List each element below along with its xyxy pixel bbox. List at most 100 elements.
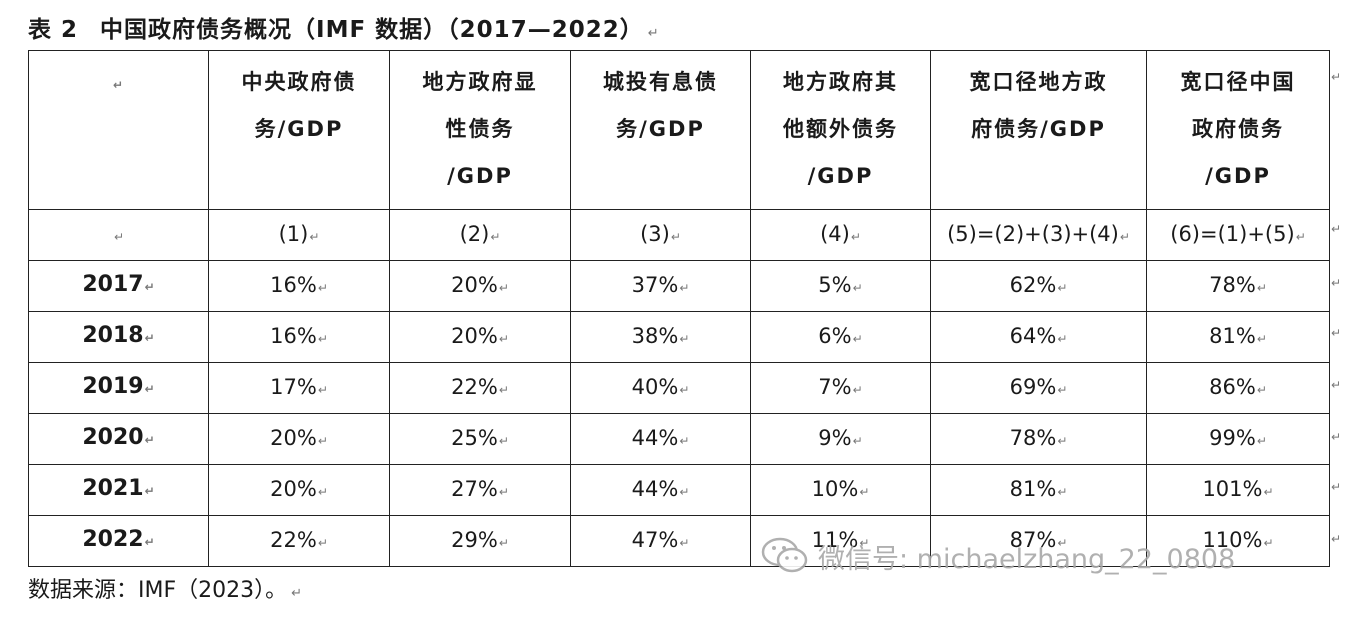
table-row: 2022↵ 22%↵ 29%↵ 47%↵ 11%↵ 87%↵ 110%↵: [28, 515, 1330, 567]
cell-mark-icon: ↵: [1256, 433, 1267, 448]
cell-mark-icon: ↵: [317, 382, 328, 397]
data-source-note: 数据来源：IMF（2023）。 ↵: [28, 578, 303, 603]
value-cell: 22%↵: [208, 515, 390, 567]
value-cell: 44%↵: [570, 413, 751, 465]
cell-mark-icon: ↵: [317, 484, 328, 499]
cell-mark-icon: ↵: [144, 484, 155, 498]
cell-mark-icon: ↵: [144, 382, 155, 396]
table-row: 2018↵ 16%↵ 20%↵ 38%↵ 6%↵ 64%↵ 81%↵: [28, 311, 1330, 363]
value-cell: 25%↵: [389, 413, 571, 465]
header-cell: 地方政府其 他额外债务/GDP: [750, 50, 931, 210]
table-row: 2017↵ 16%↵ 20%↵ 37%↵ 5%↵ 62%↵ 78%↵: [28, 260, 1330, 312]
value-cell: 69%↵: [930, 362, 1147, 414]
cell-mark-icon: ↵: [144, 280, 155, 294]
value-cell: 16%↵: [208, 311, 390, 363]
value-cell: 78%↵: [930, 413, 1147, 465]
cell-mark-icon: ↵: [1295, 229, 1306, 244]
header-line: 政府债务: [1192, 117, 1284, 141]
header-cell-empty: ↵: [28, 50, 209, 210]
year-cell: 2020↵: [28, 413, 209, 465]
row-end-mark-icon: ↵: [1331, 480, 1342, 494]
table-number: 表 2: [28, 17, 79, 43]
value-cell: 20%↵: [389, 260, 571, 312]
cell-mark-icon: ↵: [498, 331, 509, 346]
row-end-mark-icon: ↵: [1331, 326, 1342, 340]
value-cell: 37%↵: [570, 260, 751, 312]
header-row: ↵ 中央政府债 务/GDP 地方政府显 性债务/GDP 城投有息债 务/GDP 地方政府其 他额…: [28, 50, 1330, 210]
cell-mark-icon: ↵: [1057, 331, 1068, 346]
paragraph-mark-icon: ↵: [291, 586, 303, 601]
value-cell: 20%↵: [208, 464, 390, 516]
index-cell: (4)↵: [750, 209, 931, 261]
cell-mark-icon: ↵: [852, 433, 863, 448]
header-line: 府债务/GDP: [971, 117, 1106, 141]
header-cell: 地方政府显性债务/GDP: [389, 50, 571, 210]
header-line: 宽口径中国: [1180, 70, 1296, 94]
cell-mark-icon: ↵: [1256, 382, 1267, 397]
header-cell: 城投有息债 务/GDP: [570, 50, 751, 210]
value-cell: 40%↵: [570, 362, 751, 414]
header-line: 务/GDP: [254, 117, 344, 141]
value-cell: 17%↵: [208, 362, 390, 414]
value-cell: 38%↵: [570, 311, 751, 363]
header-cell: 宽口径中国 政府债务/GDP: [1146, 50, 1330, 210]
cell-mark-icon: ↵: [498, 280, 509, 295]
cell-mark-icon: ↵: [852, 280, 863, 295]
cell-mark-icon: ↵: [1256, 331, 1267, 346]
value-cell: 101%↵: [1146, 464, 1330, 516]
table-row: 2020↵ 20%↵ 25%↵ 44%↵ 9%↵ 78%↵ 99%↵: [28, 413, 1330, 465]
year-cell: 2021↵: [28, 464, 209, 516]
row-end-mark-icon: ↵: [1331, 222, 1342, 236]
header-line: 城投有息债: [603, 70, 718, 94]
cell-mark-icon: ↵: [490, 229, 501, 244]
value-cell: 81%↵: [930, 464, 1147, 516]
index-cell: (2)↵: [389, 209, 571, 261]
header-line: 性债务: [445, 117, 515, 141]
cell-mark-icon: ↵: [1057, 280, 1068, 295]
value-cell: 10%↵: [750, 464, 931, 516]
index-cell: (3)↵: [570, 209, 751, 261]
cell-mark-icon: ↵: [679, 484, 690, 499]
cell-mark-icon: ↵: [1057, 484, 1068, 499]
table-row: 2021↵ 20%↵ 27%↵ 44%↵ 10%↵ 81%↵ 101%↵: [28, 464, 1330, 516]
year-cell: 2017↵: [28, 260, 209, 312]
cell-mark-icon: ↵: [498, 484, 509, 499]
header-line: /GDP: [447, 164, 513, 188]
cell-mark-icon: ↵: [1057, 535, 1068, 550]
cell-mark-icon: ↵: [113, 229, 125, 244]
value-cell: 87%↵: [930, 515, 1147, 567]
index-cell: (6)=(1)+(5)↵: [1146, 209, 1330, 261]
cell-mark-icon: ↵: [1057, 382, 1068, 397]
cell-mark-icon: ↵: [317, 535, 328, 550]
year-cell: 2022↵: [28, 515, 209, 567]
value-cell: 5%↵: [750, 260, 931, 312]
cell-mark-icon: ↵: [1256, 280, 1267, 295]
header-cell: 中央政府债 务/GDP: [208, 50, 390, 210]
cell-mark-icon: ↵: [498, 382, 509, 397]
row-end-mark-icon: ↵: [1331, 378, 1342, 392]
row-end-mark-icon: ↵: [1331, 276, 1342, 290]
table-row: 2019↵ 17%↵ 22%↵ 40%↵ 7%↵ 69%↵ 86%↵: [28, 362, 1330, 414]
row-end-mark-icon: ↵: [1331, 430, 1342, 444]
row-end-mark-icon: ↵: [1331, 70, 1342, 84]
cell-mark-icon: ↵: [859, 535, 870, 550]
cell-mark-icon: ↵: [679, 382, 690, 397]
value-cell: 9%↵: [750, 413, 931, 465]
header-line: 他额外债务: [783, 117, 898, 141]
header-cell: 宽口径地方政 府债务/GDP: [930, 50, 1147, 210]
cell-mark-icon: ↵: [679, 331, 690, 346]
header-line: 宽口径地方政: [969, 70, 1108, 94]
cell-mark-icon: ↵: [1263, 535, 1274, 550]
index-cell: (1)↵: [208, 209, 390, 261]
cell-mark-icon: ↵: [1119, 229, 1130, 244]
cell-mark-icon: ↵: [317, 331, 328, 346]
value-cell: 86%↵: [1146, 362, 1330, 414]
header-line: 地方政府显: [422, 70, 538, 94]
cell-mark-icon: ↵: [144, 433, 155, 447]
header-line: /GDP: [807, 164, 874, 188]
index-cell: (5)=(2)+(3)+(4)↵: [930, 209, 1147, 261]
cell-mark-icon: ↵: [317, 433, 328, 448]
cell-mark-icon: ↵: [679, 433, 690, 448]
year-cell: 2019↵: [28, 362, 209, 414]
value-cell: 6%↵: [750, 311, 931, 363]
